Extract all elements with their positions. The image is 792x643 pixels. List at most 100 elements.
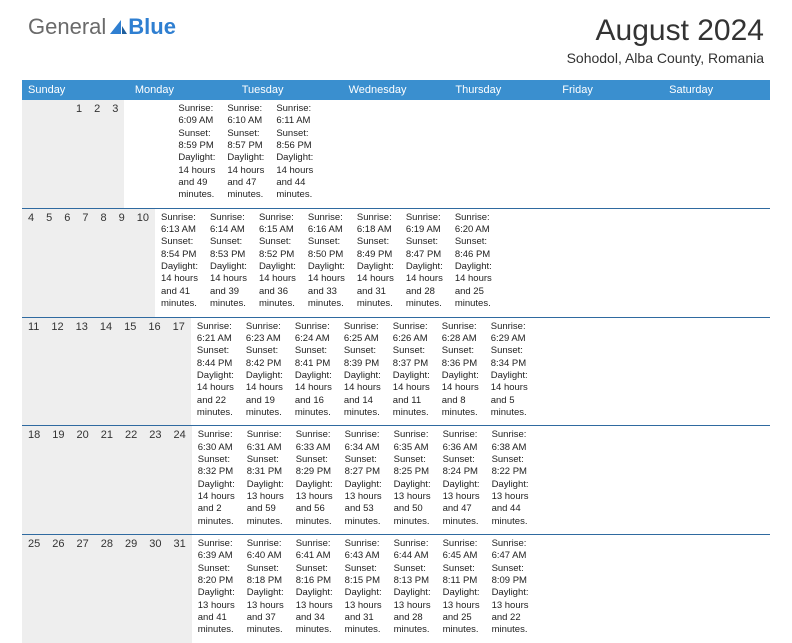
day-body: Sunrise: 6:38 AMSunset: 8:22 PMDaylight:… bbox=[486, 426, 535, 534]
page-header: General Blue August 2024 Sohodol, Alba C… bbox=[0, 0, 792, 72]
day-number: 6 bbox=[58, 209, 76, 317]
sunrise-text: Sunrise: 6:24 AM bbox=[295, 321, 332, 346]
day-body: Sunrise: 6:40 AMSunset: 8:18 PMDaylight:… bbox=[241, 535, 290, 643]
sunrise-text: Sunrise: 6:25 AM bbox=[344, 321, 381, 346]
day-body: Sunrise: 6:29 AMSunset: 8:34 PMDaylight:… bbox=[485, 318, 534, 426]
dow-cell: Thursday bbox=[449, 80, 556, 100]
daybody-band: Sunrise: 6:09 AMSunset: 8:59 PMDaylight:… bbox=[124, 100, 319, 208]
day-number: 25 bbox=[22, 535, 46, 643]
sunset-text: Sunset: 8:29 PM bbox=[296, 454, 333, 479]
day-body: Sunrise: 6:18 AMSunset: 8:49 PMDaylight:… bbox=[351, 209, 400, 317]
daylight-text: Daylight: 14 hours and 25 minutes. bbox=[455, 261, 492, 310]
sunset-text: Sunset: 8:54 PM bbox=[161, 236, 198, 261]
sunset-text: Sunset: 8:46 PM bbox=[455, 236, 492, 261]
sunrise-text: Sunrise: 6:14 AM bbox=[210, 212, 247, 237]
day-body: Sunrise: 6:13 AMSunset: 8:54 PMDaylight:… bbox=[155, 209, 204, 317]
day-number: 16 bbox=[142, 318, 166, 426]
daylight-text: Daylight: 14 hours and 31 minutes. bbox=[357, 261, 394, 310]
day-number: 2 bbox=[88, 100, 106, 208]
day-body: Sunrise: 6:47 AMSunset: 8:09 PMDaylight:… bbox=[486, 535, 535, 643]
day-body: Sunrise: 6:43 AMSunset: 8:15 PMDaylight:… bbox=[339, 535, 388, 643]
sunrise-text: Sunrise: 6:43 AM bbox=[345, 538, 382, 563]
sunset-text: Sunset: 8:34 PM bbox=[491, 345, 528, 370]
daylight-text: Daylight: 14 hours and 33 minutes. bbox=[308, 261, 345, 310]
sunset-text: Sunset: 8:59 PM bbox=[178, 128, 215, 153]
sunset-text: Sunset: 8:20 PM bbox=[198, 563, 235, 588]
week-row: 11121314151617Sunrise: 6:21 AMSunset: 8:… bbox=[22, 318, 770, 427]
day-body: Sunrise: 6:31 AMSunset: 8:31 PMDaylight:… bbox=[241, 426, 290, 534]
day-number: 15 bbox=[118, 318, 142, 426]
sunrise-text: Sunrise: 6:20 AM bbox=[455, 212, 492, 237]
day-number: 3 bbox=[106, 100, 124, 208]
day-body bbox=[160, 100, 172, 208]
day-body: Sunrise: 6:30 AMSunset: 8:32 PMDaylight:… bbox=[192, 426, 241, 534]
daylight-text: Daylight: 14 hours and 5 minutes. bbox=[491, 370, 528, 419]
day-number bbox=[58, 100, 70, 208]
sunset-text: Sunset: 8:18 PM bbox=[247, 563, 284, 588]
daylight-text: Daylight: 13 hours and 37 minutes. bbox=[247, 587, 284, 636]
day-body: Sunrise: 6:28 AMSunset: 8:36 PMDaylight:… bbox=[436, 318, 485, 426]
sunset-text: Sunset: 8:11 PM bbox=[443, 563, 480, 588]
day-body: Sunrise: 6:44 AMSunset: 8:13 PMDaylight:… bbox=[388, 535, 437, 643]
sunrise-text: Sunrise: 6:45 AM bbox=[443, 538, 480, 563]
sunrise-text: Sunrise: 6:38 AM bbox=[492, 429, 529, 454]
day-body: Sunrise: 6:19 AMSunset: 8:47 PMDaylight:… bbox=[400, 209, 449, 317]
daybody-band: Sunrise: 6:13 AMSunset: 8:54 PM Daylight:… bbox=[155, 209, 498, 317]
sunrise-text: Sunrise: 6:15 AM bbox=[259, 212, 296, 237]
week-row: 18192021222324Sunrise: 6:30 AMSunset: 8:… bbox=[22, 426, 770, 535]
day-body: Sunrise: 6:20 AMSunset: 8:46 PMDaylight:… bbox=[449, 209, 498, 317]
daylight-text: Daylight: 14 hours and 49 minutes. bbox=[178, 152, 215, 201]
daylight-text: Daylight: 13 hours and 50 minutes. bbox=[394, 479, 431, 528]
day-number: 11 bbox=[22, 318, 45, 426]
day-number: 1 bbox=[70, 100, 88, 208]
day-number: 26 bbox=[46, 535, 70, 643]
day-number: 21 bbox=[95, 426, 119, 534]
day-body: Sunrise: 6:24 AMSunset: 8:41 PMDaylight:… bbox=[289, 318, 338, 426]
day-number bbox=[34, 100, 46, 208]
daybody-band: Sunrise: 6:21 AMSunset: 8:44 PMDaylight:… bbox=[191, 318, 534, 426]
day-body: Sunrise: 6:34 AMSunset: 8:27 PMDaylight:… bbox=[339, 426, 388, 534]
day-number bbox=[46, 100, 58, 208]
daynum-band: 18192021222324 bbox=[22, 426, 192, 534]
day-body: Sunrise: 6:11 AMSunset: 8:56 PMDaylight:… bbox=[270, 100, 319, 208]
daylight-text: Daylight: 13 hours and 34 minutes. bbox=[296, 587, 333, 636]
day-body: Sunrise: 6:33 AMSunset: 8:29 PMDaylight:… bbox=[290, 426, 339, 534]
sunset-text: Sunset: 8:15 PM bbox=[345, 563, 382, 588]
daylight-text: Daylight: 14 hours and 19 minutes. bbox=[246, 370, 283, 419]
day-body: Sunrise: 6:36 AMSunset: 8:24 PMDaylight:… bbox=[437, 426, 486, 534]
day-body: Sunrise: 6:45 AMSunset: 8:11 PMDaylight:… bbox=[437, 535, 486, 643]
daylight-text: Daylight: 13 hours and 47 minutes. bbox=[443, 479, 480, 528]
sunrise-text: Sunrise: 6:29 AM bbox=[491, 321, 528, 346]
daylight-text: Daylight: 13 hours and 41 minutes. bbox=[198, 587, 235, 636]
dow-cell: Saturday bbox=[663, 80, 770, 100]
week-row: 25262728293031Sunrise: 6:39 AMSunset: 8:… bbox=[22, 535, 770, 643]
sunrise-text: Sunrise: 6:23 AM bbox=[246, 321, 283, 346]
sunset-text: Sunset: 8:42 PM bbox=[246, 345, 283, 370]
day-number: 22 bbox=[119, 426, 143, 534]
day-body: Sunrise: 6:09 AMSunset: 8:59 PMDaylight:… bbox=[172, 100, 221, 208]
day-number: 31 bbox=[168, 535, 192, 643]
day-body: Sunrise: 6:15 AMSunset: 8:52 PMDaylight:… bbox=[253, 209, 302, 317]
daylight-text: Daylight: 14 hours and 44 minutes. bbox=[276, 152, 313, 201]
sunset-text: Sunset: 8:22 PM bbox=[492, 454, 529, 479]
sunset-text: Sunset: 8:56 PM bbox=[276, 128, 313, 153]
day-number: 23 bbox=[143, 426, 167, 534]
daylight-text: Daylight: 13 hours and 22 minutes. bbox=[492, 587, 529, 636]
daylight-text: Daylight: 14 hours and 22 minutes. bbox=[197, 370, 234, 419]
daylight-text: Daylight: 13 hours and 56 minutes. bbox=[296, 479, 333, 528]
sunrise-text: Sunrise: 6:40 AM bbox=[247, 538, 284, 563]
brand-part2: Blue bbox=[128, 14, 176, 40]
day-body bbox=[136, 100, 148, 208]
daybody-band: Sunrise: 6:30 AMSunset: 8:32 PMDaylight:… bbox=[192, 426, 535, 534]
month-title: August 2024 bbox=[567, 14, 764, 48]
sunrise-text: Sunrise: 6:16 AM bbox=[308, 212, 345, 237]
sunset-text: Sunset: 8:32 PM bbox=[198, 454, 235, 479]
sunset-text: Sunset: 8:13 PM bbox=[394, 563, 431, 588]
day-number: 5 bbox=[40, 209, 58, 317]
sunrise-text: Sunrise: 6:13 AM bbox=[161, 212, 198, 237]
dow-cell: Wednesday bbox=[343, 80, 450, 100]
weeks-container: 123Sunrise: 6:09 AMSunset: 8:59 PMDaylig… bbox=[22, 100, 770, 643]
daylight-text: Daylight: 13 hours and 31 minutes. bbox=[345, 587, 382, 636]
daynum-band: 123 bbox=[22, 100, 124, 208]
dow-cell: Monday bbox=[129, 80, 236, 100]
